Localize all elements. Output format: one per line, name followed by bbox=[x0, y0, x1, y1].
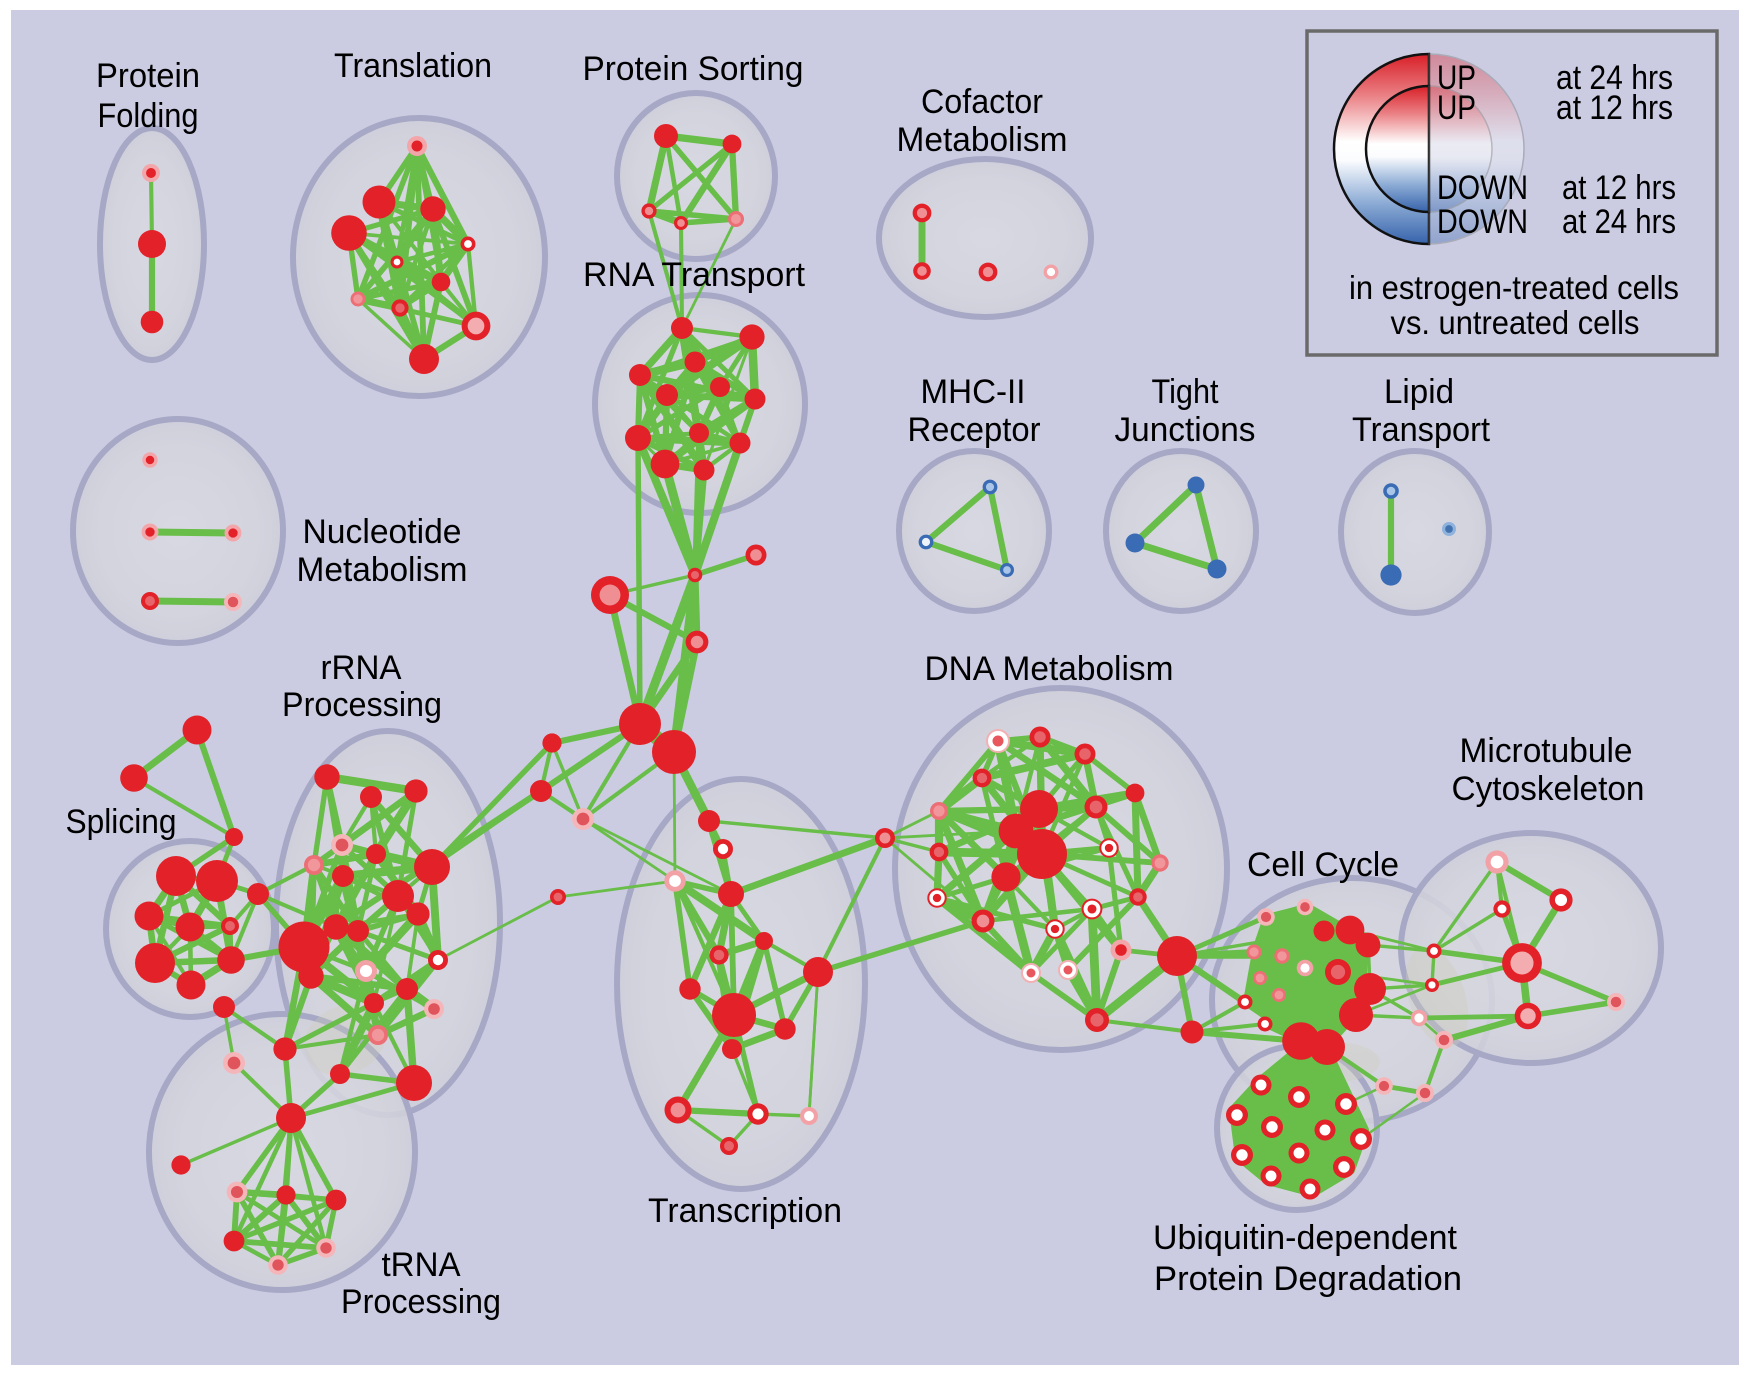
svg-text:Junctions: Junctions bbox=[1115, 411, 1256, 449]
svg-text:at 12 hrs: at 12 hrs bbox=[1556, 89, 1673, 127]
svg-text:DOWN: DOWN bbox=[1437, 203, 1528, 241]
svg-text:Nucleotide: Nucleotide bbox=[303, 513, 462, 551]
svg-text:at 24 hrs: at 24 hrs bbox=[1562, 203, 1676, 241]
svg-text:RNA Transport: RNA Transport bbox=[583, 256, 806, 294]
svg-text:Folding: Folding bbox=[98, 97, 199, 135]
svg-text:tRNA: tRNA bbox=[382, 1246, 461, 1284]
svg-text:Ubiquitin-dependent: Ubiquitin-dependent bbox=[1153, 1219, 1458, 1257]
svg-text:Processing: Processing bbox=[282, 686, 442, 724]
svg-text:Protein: Protein bbox=[96, 57, 200, 95]
svg-text:Cofactor: Cofactor bbox=[921, 83, 1043, 121]
svg-text:Cytoskeleton: Cytoskeleton bbox=[1452, 770, 1645, 808]
svg-text:Transport: Transport bbox=[1352, 411, 1491, 449]
svg-text:UP: UP bbox=[1437, 59, 1476, 97]
svg-text:at 24 hrs: at 24 hrs bbox=[1556, 59, 1673, 97]
svg-text:UP: UP bbox=[1437, 89, 1476, 127]
svg-text:MHC-II: MHC-II bbox=[921, 373, 1026, 411]
svg-text:Cell Cycle: Cell Cycle bbox=[1247, 846, 1399, 884]
svg-text:Lipid: Lipid bbox=[1384, 373, 1454, 411]
svg-text:in estrogen-treated cells: in estrogen-treated cells bbox=[1349, 269, 1679, 306]
svg-text:at 12 hrs: at 12 hrs bbox=[1562, 169, 1676, 207]
svg-text:Processing: Processing bbox=[341, 1283, 501, 1321]
svg-text:Protein Degradation: Protein Degradation bbox=[1154, 1260, 1462, 1298]
svg-text:rRNA: rRNA bbox=[321, 649, 402, 687]
svg-text:Receptor: Receptor bbox=[908, 411, 1041, 449]
svg-text:Translation: Translation bbox=[334, 47, 492, 85]
svg-text:Metabolism: Metabolism bbox=[297, 551, 468, 589]
svg-text:Tight: Tight bbox=[1152, 373, 1219, 411]
svg-text:DNA Metabolism: DNA Metabolism bbox=[925, 650, 1174, 688]
svg-text:DOWN: DOWN bbox=[1437, 169, 1528, 207]
svg-text:Protein Sorting: Protein Sorting bbox=[583, 50, 804, 88]
svg-text:vs. untreated cells: vs. untreated cells bbox=[1391, 304, 1640, 341]
svg-text:Metabolism: Metabolism bbox=[897, 121, 1068, 159]
svg-text:Splicing: Splicing bbox=[66, 803, 177, 841]
svg-text:Microtubule: Microtubule bbox=[1460, 732, 1633, 770]
svg-text:Transcription: Transcription bbox=[648, 1192, 842, 1230]
